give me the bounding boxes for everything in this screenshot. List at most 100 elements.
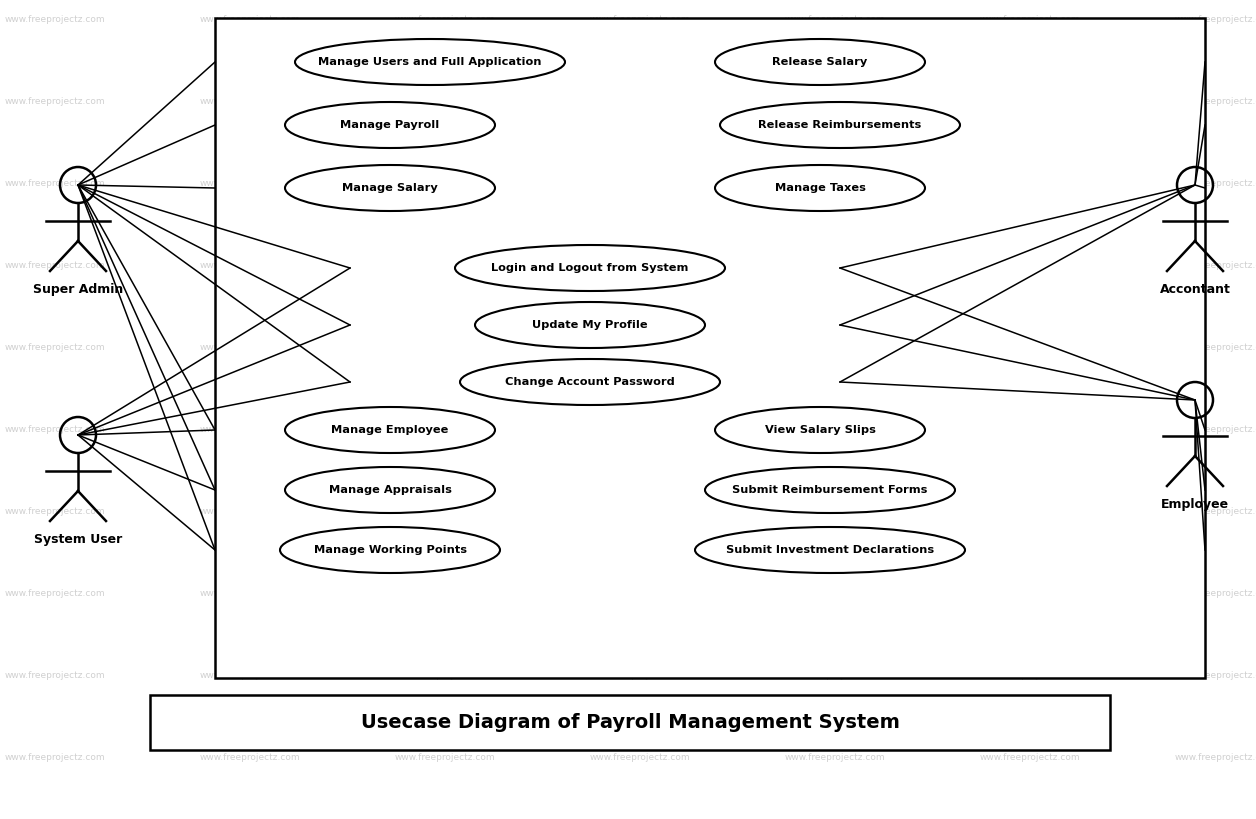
Text: www.freeprojectz.com: www.freeprojectz.com — [200, 590, 300, 599]
Text: Submit Reimbursement Forms: Submit Reimbursement Forms — [732, 485, 928, 495]
Ellipse shape — [695, 527, 965, 573]
Text: www.freeprojectz.com: www.freeprojectz.com — [200, 508, 300, 517]
Bar — [149, 695, 1110, 750]
Text: www.freeprojectz.com: www.freeprojectz.com — [785, 97, 885, 106]
Text: www.freeprojectz.com: www.freeprojectz.com — [5, 97, 106, 106]
Text: www.freeprojectz.com: www.freeprojectz.com — [200, 343, 300, 352]
Text: www.freeprojectz.com: www.freeprojectz.com — [5, 261, 106, 270]
Text: www.freeprojectz.com: www.freeprojectz.com — [590, 261, 691, 270]
Text: www.freeprojectz.com: www.freeprojectz.com — [394, 672, 496, 681]
Text: Manage Taxes: Manage Taxes — [775, 183, 865, 193]
Text: Manage Users and Full Application: Manage Users and Full Application — [318, 57, 541, 67]
Ellipse shape — [285, 102, 495, 148]
Text: www.freeprojectz.com: www.freeprojectz.com — [980, 753, 1080, 762]
Text: www.freeprojectz.com: www.freeprojectz.com — [394, 97, 496, 106]
Text: www.freeprojectz.com: www.freeprojectz.com — [5, 343, 106, 352]
Text: Manage Working Points: Manage Working Points — [314, 545, 466, 555]
Text: www.freeprojectz.com: www.freeprojectz.com — [590, 179, 691, 188]
Ellipse shape — [285, 407, 495, 453]
Ellipse shape — [715, 165, 924, 211]
Text: www.freeprojectz.com: www.freeprojectz.com — [785, 343, 885, 352]
Text: www.freeprojectz.com: www.freeprojectz.com — [200, 426, 300, 435]
Text: www.freeprojectz.com: www.freeprojectz.com — [1176, 753, 1256, 762]
Text: www.freeprojectz.com: www.freeprojectz.com — [980, 97, 1080, 106]
Text: www.freeprojectz.com: www.freeprojectz.com — [980, 343, 1080, 352]
Text: www.freeprojectz.com: www.freeprojectz.com — [5, 590, 106, 599]
Text: www.freeprojectz.com: www.freeprojectz.com — [200, 179, 300, 188]
Text: www.freeprojectz.com: www.freeprojectz.com — [980, 261, 1080, 270]
Text: Employee: Employee — [1161, 498, 1230, 511]
Text: Manage Salary: Manage Salary — [342, 183, 438, 193]
Text: www.freeprojectz.com: www.freeprojectz.com — [1176, 179, 1256, 188]
Text: www.freeprojectz.com: www.freeprojectz.com — [785, 179, 885, 188]
Text: Accontant: Accontant — [1159, 283, 1231, 296]
Text: www.freeprojectz.com: www.freeprojectz.com — [590, 590, 691, 599]
Text: www.freeprojectz.com: www.freeprojectz.com — [1176, 97, 1256, 106]
Text: www.freeprojectz.com: www.freeprojectz.com — [590, 426, 691, 435]
Text: www.freeprojectz.com: www.freeprojectz.com — [5, 508, 106, 517]
Text: www.freeprojectz.com: www.freeprojectz.com — [200, 16, 300, 25]
Ellipse shape — [715, 407, 924, 453]
Text: www.freeprojectz.com: www.freeprojectz.com — [394, 753, 496, 762]
Text: www.freeprojectz.com: www.freeprojectz.com — [394, 16, 496, 25]
Text: www.freeprojectz.com: www.freeprojectz.com — [785, 426, 885, 435]
Text: www.freeprojectz.com: www.freeprojectz.com — [785, 261, 885, 270]
Ellipse shape — [285, 165, 495, 211]
Text: www.freeprojectz.com: www.freeprojectz.com — [1176, 590, 1256, 599]
Ellipse shape — [455, 245, 725, 291]
Text: www.freeprojectz.com: www.freeprojectz.com — [394, 426, 496, 435]
Text: Login and Logout from System: Login and Logout from System — [491, 263, 688, 273]
Ellipse shape — [280, 527, 500, 573]
Text: Manage Employee: Manage Employee — [332, 425, 448, 435]
Text: www.freeprojectz.com: www.freeprojectz.com — [980, 590, 1080, 599]
Text: www.freeprojectz.com: www.freeprojectz.com — [1176, 343, 1256, 352]
Text: Manage Appraisals: Manage Appraisals — [329, 485, 451, 495]
Text: www.freeprojectz.com: www.freeprojectz.com — [200, 753, 300, 762]
Text: www.freeprojectz.com: www.freeprojectz.com — [590, 97, 691, 106]
Text: www.freeprojectz.com: www.freeprojectz.com — [1176, 508, 1256, 517]
Text: Manage Payroll: Manage Payroll — [340, 120, 440, 130]
Text: www.freeprojectz.com: www.freeprojectz.com — [394, 590, 496, 599]
Text: View Salary Slips: View Salary Slips — [765, 425, 875, 435]
Ellipse shape — [720, 102, 960, 148]
Text: www.freeprojectz.com: www.freeprojectz.com — [5, 16, 106, 25]
Ellipse shape — [705, 467, 955, 513]
Text: www.freeprojectz.com: www.freeprojectz.com — [1176, 261, 1256, 270]
Bar — [215, 18, 1205, 678]
Text: System User: System User — [34, 533, 122, 546]
Ellipse shape — [285, 467, 495, 513]
Text: Super Admin: Super Admin — [33, 283, 123, 296]
Text: www.freeprojectz.com: www.freeprojectz.com — [785, 590, 885, 599]
Text: www.freeprojectz.com: www.freeprojectz.com — [980, 179, 1080, 188]
Text: www.freeprojectz.com: www.freeprojectz.com — [394, 261, 496, 270]
Text: www.freeprojectz.com: www.freeprojectz.com — [785, 672, 885, 681]
Text: www.freeprojectz.com: www.freeprojectz.com — [980, 508, 1080, 517]
Text: www.freeprojectz.com: www.freeprojectz.com — [200, 672, 300, 681]
Text: www.freeprojectz.com: www.freeprojectz.com — [5, 426, 106, 435]
Text: www.freeprojectz.com: www.freeprojectz.com — [1176, 426, 1256, 435]
Text: www.freeprojectz.com: www.freeprojectz.com — [980, 672, 1080, 681]
Text: www.freeprojectz.com: www.freeprojectz.com — [5, 179, 106, 188]
Text: www.freeprojectz.com: www.freeprojectz.com — [785, 508, 885, 517]
Text: Change Account Password: Change Account Password — [505, 377, 674, 387]
Text: www.freeprojectz.com: www.freeprojectz.com — [980, 16, 1080, 25]
Ellipse shape — [295, 39, 565, 85]
Text: www.freeprojectz.com: www.freeprojectz.com — [590, 753, 691, 762]
Text: www.freeprojectz.com: www.freeprojectz.com — [5, 672, 106, 681]
Text: www.freeprojectz.com: www.freeprojectz.com — [394, 179, 496, 188]
Text: www.freeprojectz.com: www.freeprojectz.com — [785, 753, 885, 762]
Text: www.freeprojectz.com: www.freeprojectz.com — [1176, 672, 1256, 681]
Text: www.freeprojectz.com: www.freeprojectz.com — [590, 672, 691, 681]
Text: Update My Profile: Update My Profile — [533, 320, 648, 330]
Text: www.freeprojectz.com: www.freeprojectz.com — [394, 343, 496, 352]
Text: www.freeprojectz.com: www.freeprojectz.com — [980, 426, 1080, 435]
Text: www.freeprojectz.com: www.freeprojectz.com — [590, 343, 691, 352]
Text: www.freeprojectz.com: www.freeprojectz.com — [785, 16, 885, 25]
Text: Submit Investment Declarations: Submit Investment Declarations — [726, 545, 934, 555]
Text: Release Salary: Release Salary — [772, 57, 868, 67]
Text: www.freeprojectz.com: www.freeprojectz.com — [200, 97, 300, 106]
Ellipse shape — [460, 359, 720, 405]
Ellipse shape — [715, 39, 924, 85]
Text: www.freeprojectz.com: www.freeprojectz.com — [1176, 16, 1256, 25]
Text: Release Reimbursements: Release Reimbursements — [759, 120, 922, 130]
